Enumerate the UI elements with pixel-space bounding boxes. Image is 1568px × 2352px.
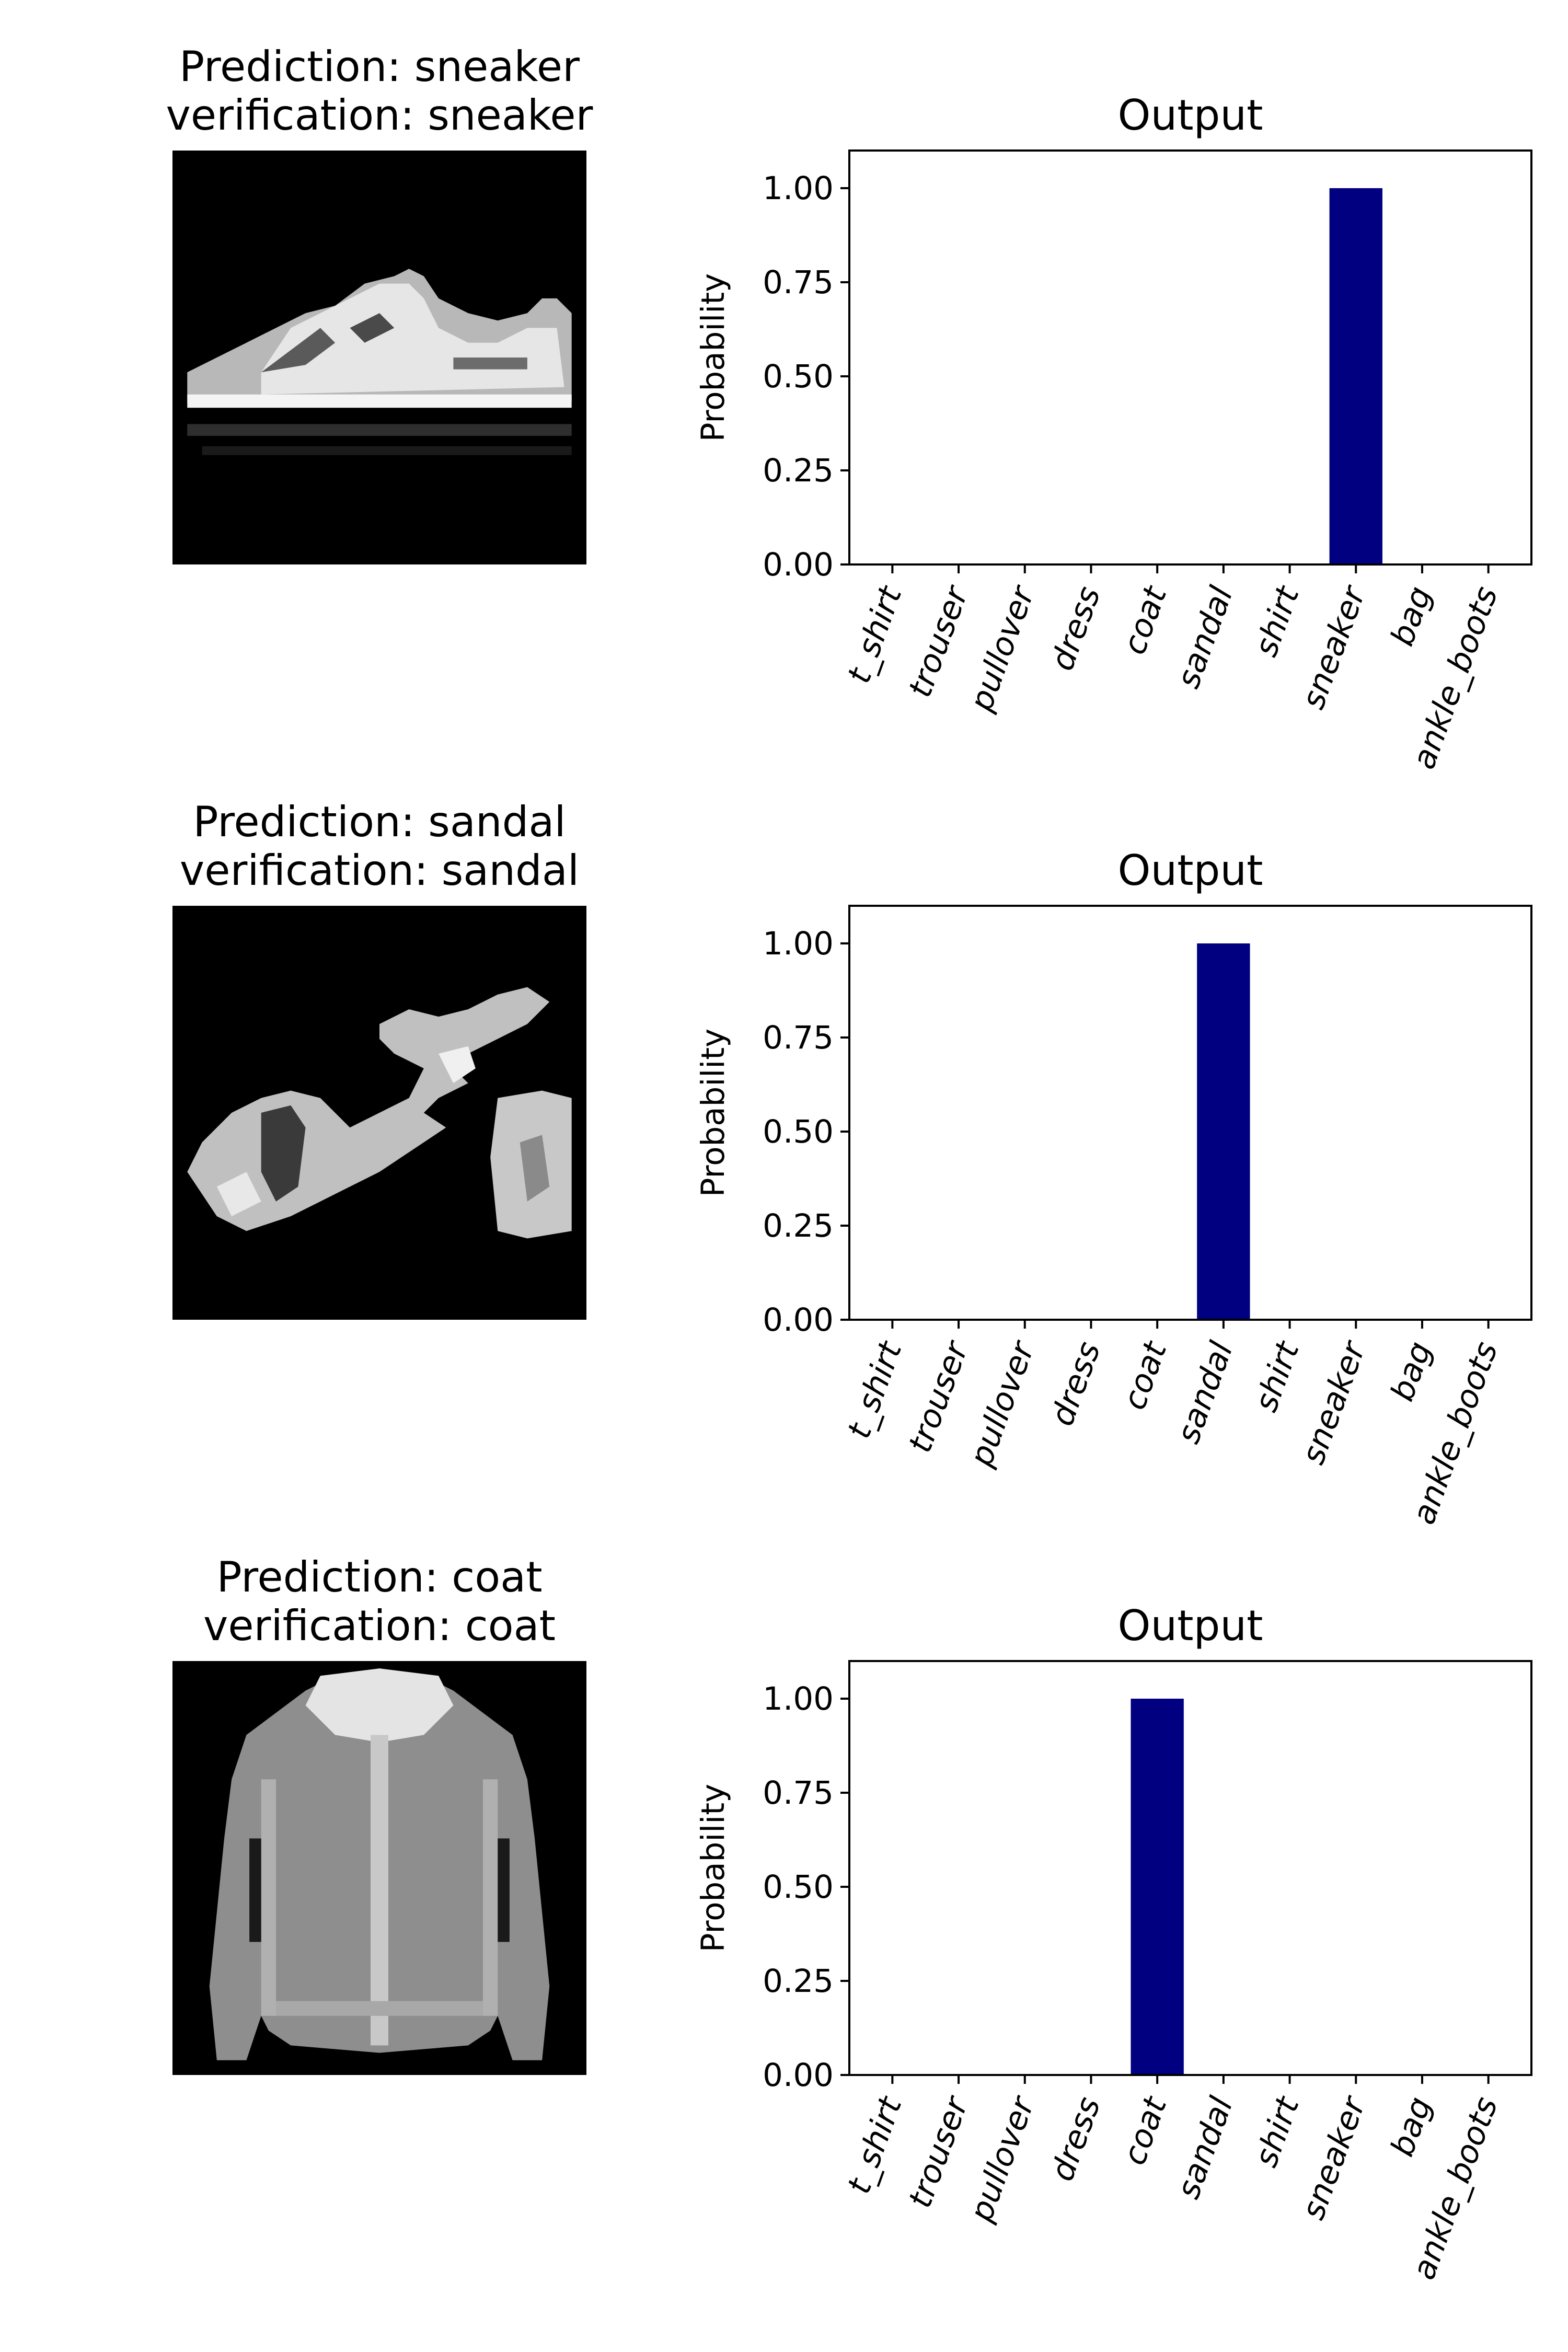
y-tick-label: 0.25 [763,452,834,489]
y-axis-label: Probability [695,1784,732,1952]
y-axis-label: Probability [695,273,732,442]
y-tick-label: 0.75 [763,1019,834,1056]
verification-label: verification: sandal [180,846,579,895]
verification-label: verification: sneaker [166,91,593,140]
y-tick-label: 0.25 [763,1963,834,2000]
y-tick-label: 0.00 [763,2057,834,2094]
axes-frame [848,149,1532,566]
y-tick-label: 1.00 [763,925,834,962]
y-tick-label: 0.75 [763,1774,834,1812]
axes-frame [848,1660,1532,2076]
y-tick-label: 0.25 [763,1207,834,1244]
y-tick-label: 0.75 [763,264,834,301]
sandal-icon [172,906,586,1320]
prediction-label: Prediction: coat [216,1553,542,1601]
prediction-label: Prediction: sandal [193,798,566,846]
chart-title: Output [1118,846,1263,895]
bar-sneaker [1329,188,1382,564]
bar-sandal [1197,943,1250,1320]
y-tick-label: 0.50 [763,1869,834,1906]
axes-frame [848,905,1532,1321]
chart-title: Output [1118,1601,1263,1650]
sneaker-icon [172,151,586,564]
y-tick-label: 0.50 [763,1113,834,1150]
coat-icon [172,1661,586,2075]
y-tick-label: 1.00 [763,1680,834,1717]
y-tick-label: 0.50 [763,358,834,395]
y-axis-label: Probability [695,1029,732,1197]
y-tick-label: 1.00 [763,170,834,207]
y-tick-label: 0.00 [763,546,834,583]
prediction-label: Prediction: sneaker [179,42,580,91]
bar-coat [1131,1699,1184,2075]
chart-title: Output [1118,91,1263,140]
verification-label: verification: coat [203,1601,556,1650]
y-tick-label: 0.00 [763,1301,834,1339]
